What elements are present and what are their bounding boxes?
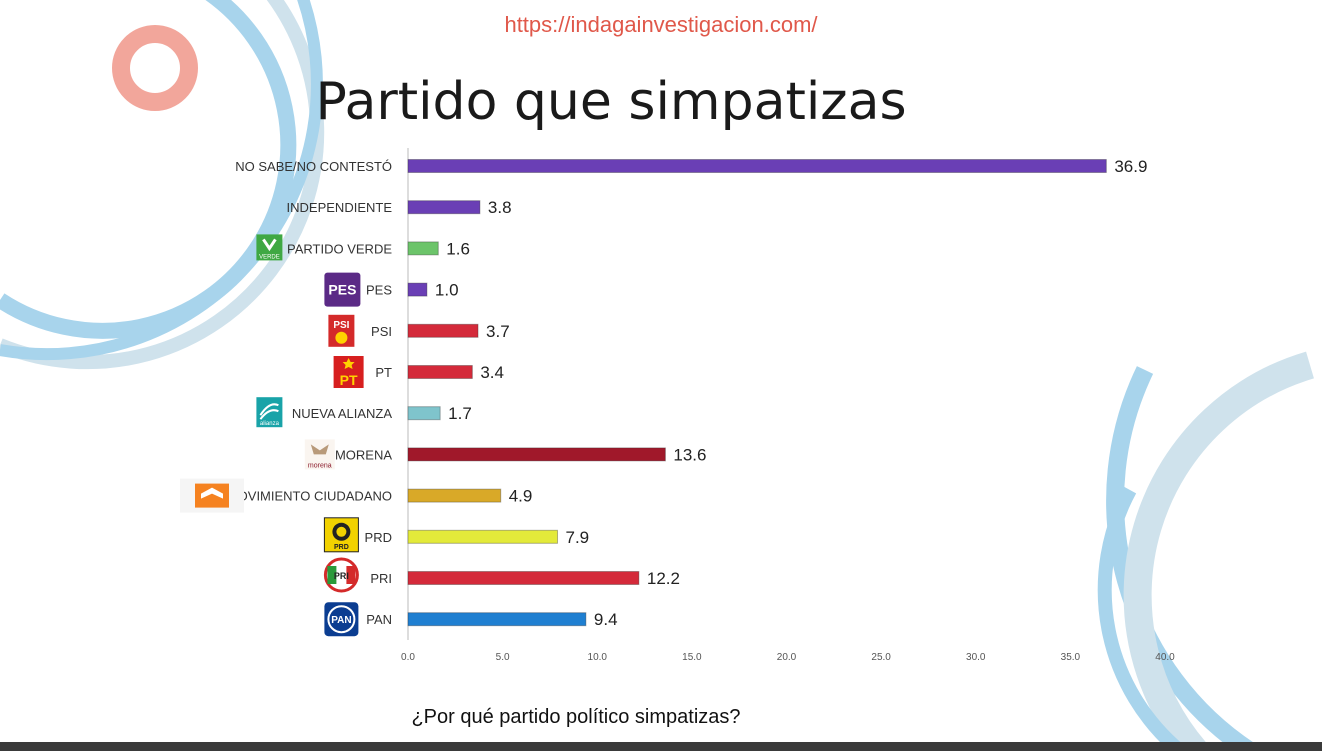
category-label: NO SABE/NO CONTESTÓ: [235, 159, 392, 174]
category-label: PT: [375, 365, 392, 380]
salmon-ring-decoration: [112, 25, 198, 111]
bar-independiente: [407, 200, 481, 215]
pan-logo: PAN: [324, 602, 359, 637]
value-label: 3.8: [488, 198, 512, 217]
light-arc-decoration-right: [1123, 351, 1314, 751]
category-label: PSI: [371, 324, 392, 339]
bar-nueva-alianza: [407, 406, 441, 421]
movimiento-ciudadano-logo: [180, 478, 244, 513]
blue-arc-decoration: [0, 0, 323, 361]
category-label: PRI: [370, 571, 392, 586]
bar-movimiento-ciudadano: [407, 488, 502, 503]
partido-verde-logo: VERDE: [256, 234, 283, 261]
value-label: 1.7: [448, 404, 472, 423]
pt-logo: PT: [333, 356, 364, 388]
category-label: PRD: [365, 530, 392, 545]
blue-arc-decoration-right: [1097, 486, 1185, 751]
x-tick-label: 30.0: [966, 652, 986, 663]
value-label: 4.9: [509, 487, 533, 506]
value-label: 12.2: [647, 569, 680, 588]
bar-pes: [407, 282, 428, 297]
x-tick-label: 25.0: [871, 652, 891, 663]
bar-psi: [407, 323, 479, 338]
logo-text: PT: [340, 372, 358, 388]
prd-logo: PRD: [323, 517, 359, 553]
bar-pt: [407, 365, 473, 379]
value-label: 7.9: [566, 528, 590, 547]
value-label: 1.0: [435, 281, 459, 300]
logo-text: alianza: [260, 421, 280, 427]
nueva-alianza-logo: alianza: [256, 397, 283, 428]
bar-morena: [407, 447, 666, 462]
logo-text: PAN: [331, 615, 351, 626]
survey-question: ¿Por qué partido político simpatizas?: [411, 706, 741, 728]
value-label: 1.6: [446, 239, 470, 258]
category-label: NUEVA ALIANZA: [292, 406, 393, 421]
pri-logo: PRI: [323, 557, 359, 593]
category-label: MORENA: [335, 447, 392, 462]
bar-partido-verde: [407, 241, 439, 256]
category-label: INDEPENDIENTE: [287, 200, 393, 215]
category-label: MOVIMIENTO CIUDADANO: [227, 489, 392, 504]
x-tick-label: 40.0: [1155, 652, 1175, 663]
logo-text: PES: [328, 282, 356, 298]
x-tick-label: 5.0: [496, 652, 510, 663]
value-label: 36.9: [1114, 157, 1147, 176]
value-label: 3.7: [486, 322, 510, 341]
x-tick-label: 10.0: [588, 652, 608, 663]
category-label: PES: [366, 283, 392, 298]
bar-no-sabe-no-contesto: [407, 159, 1107, 173]
logo-text: PRD: [334, 544, 349, 551]
bar-pan: [407, 612, 587, 627]
morena-logo: morena: [304, 439, 335, 470]
x-tick-label: 0.0: [401, 652, 415, 663]
psi-logo: PSI: [328, 314, 355, 347]
bar-prd: [407, 529, 559, 544]
category-label: PAN: [366, 612, 392, 627]
logo-text: morena: [308, 462, 332, 469]
footer-bar: [0, 742, 1322, 751]
value-label: 13.6: [673, 445, 706, 464]
logo-text: PSI: [333, 320, 349, 331]
logo-text: VERDE: [259, 254, 280, 260]
category-label: PARTIDO VERDE: [287, 241, 392, 256]
value-label: 3.4: [480, 363, 504, 382]
value-label: 9.4: [594, 610, 618, 629]
bar-pri: [407, 571, 640, 585]
x-tick-label: 20.0: [777, 652, 797, 663]
source-url[interactable]: https://indagainvestigacion.com/: [504, 12, 818, 37]
light-arc-decoration: [0, 0, 325, 370]
pes-logo: PES: [324, 272, 361, 307]
page-title: Partido que simpatizas: [315, 72, 907, 132]
logo-text: PRI: [334, 571, 349, 581]
x-tick-label: 15.0: [682, 652, 702, 663]
x-tick-label: 35.0: [1061, 652, 1081, 663]
